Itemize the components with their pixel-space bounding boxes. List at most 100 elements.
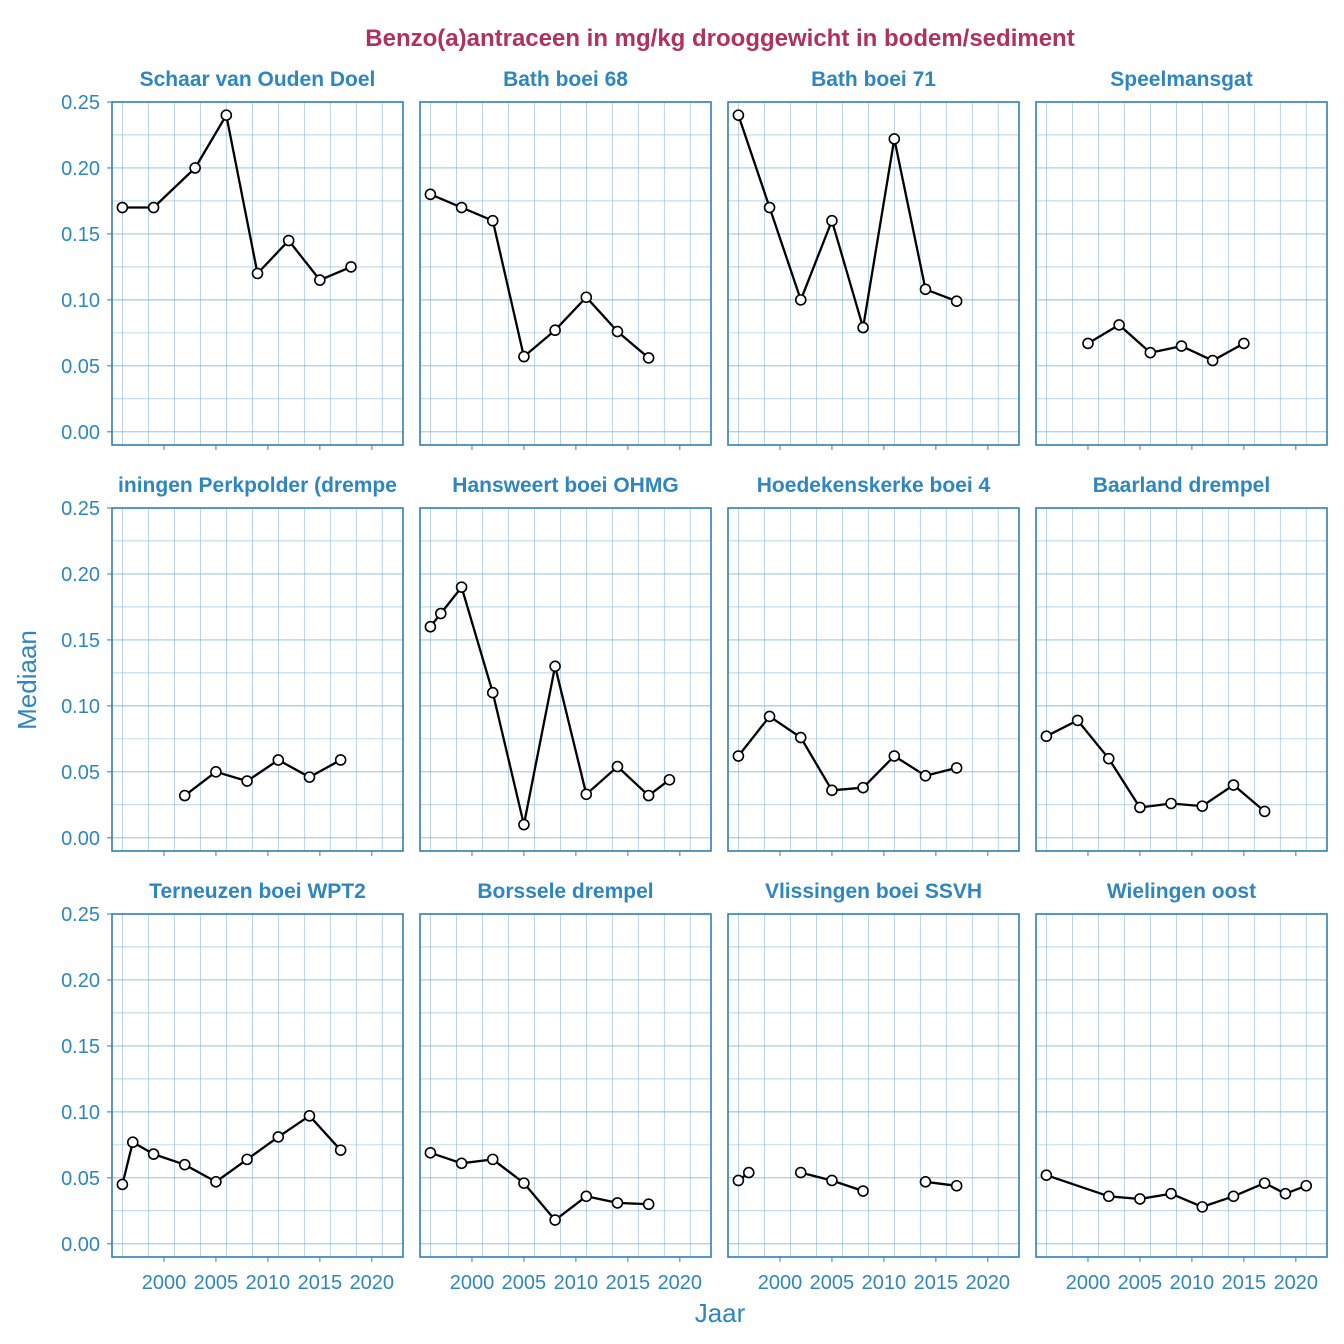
series [732, 109, 963, 334]
data-point [1102, 1190, 1115, 1203]
data-point [455, 581, 468, 593]
data-point [580, 1190, 593, 1203]
x-tick-label: 2005 [1118, 1272, 1163, 1294]
data-point [732, 109, 745, 121]
x-tick-label: 2015 [298, 1272, 343, 1294]
data-point [314, 274, 326, 286]
data-point [1040, 1169, 1053, 1182]
data-point [888, 750, 901, 762]
series [1082, 319, 1250, 367]
data-point [334, 754, 347, 766]
y-tick-label: 0.10 [61, 696, 100, 718]
data-point [1102, 752, 1115, 765]
data-point [518, 1177, 530, 1189]
panel-borssele-drempel: Borssele drempel 2000 2005 2010 2015 2020 [419, 880, 712, 1294]
data-point [763, 710, 776, 723]
panel-title: Speelmansgat [1110, 68, 1252, 91]
data-point [1279, 1187, 1292, 1200]
data-point [826, 784, 838, 797]
x-tick-label: 2010 [862, 1272, 907, 1294]
gridlines [112, 913, 403, 1257]
data-point [732, 1174, 745, 1187]
panel-border [111, 101, 404, 446]
data-point [919, 283, 932, 296]
x-tick-label: 2020 [350, 1272, 395, 1294]
data-point [303, 771, 316, 783]
gridlines [728, 507, 1019, 851]
data-point [1144, 346, 1157, 359]
panel-hoedekenskerke-boei-4: Hoedekenskerke boei 4 [727, 474, 1020, 856]
gridlines [112, 507, 403, 851]
data-point [1227, 1190, 1240, 1203]
data-point [549, 1214, 561, 1226]
data-point [611, 1197, 624, 1209]
data-point [857, 781, 869, 794]
gridlines [420, 507, 711, 851]
data-point [1113, 319, 1125, 331]
gridlines [728, 101, 1019, 445]
x-tick-label: 2005 [194, 1272, 239, 1294]
series-line [1045, 719, 1266, 813]
data-point [642, 789, 655, 802]
data-point [147, 201, 160, 214]
x-tick-label: 2000 [1066, 1272, 1111, 1294]
data-point [424, 620, 437, 633]
y-tick-label: 0.15 [61, 630, 100, 652]
panel-border [1035, 101, 1328, 446]
x-tick-label: 2015 [1222, 1272, 1267, 1294]
data-point [518, 350, 530, 363]
x-tick-label: 2005 [810, 1272, 855, 1294]
x-tick-label: 2015 [606, 1272, 651, 1294]
panel-bath-boei-71: Bath boei 71 [727, 68, 1020, 450]
series [424, 1146, 655, 1226]
data-point [642, 352, 655, 364]
data-point [826, 1174, 838, 1187]
data-point [178, 789, 191, 802]
data-point [282, 234, 295, 247]
y-tick-label: 0.05 [61, 762, 100, 784]
x-tick-label: 2010 [246, 1272, 291, 1294]
data-point [345, 261, 357, 273]
data-point [147, 1148, 160, 1160]
panel-border [419, 101, 712, 446]
y-tick-label: 0.05 [61, 356, 100, 378]
data-point [1238, 337, 1250, 350]
x-tick-label: 2000 [450, 1272, 495, 1294]
y-tick-label: 0.25 [61, 92, 100, 114]
panel-iningen-perkpolder-drempe: iningen Perkpolder (drempe 0.00 0.05 0.10 0.… [61, 474, 404, 856]
panel-title: Baarland drempel [1093, 474, 1270, 497]
panel-border [1035, 507, 1328, 852]
panel-border [727, 507, 1020, 852]
data-point [434, 607, 447, 620]
series [1040, 714, 1271, 818]
panel-border [1035, 913, 1328, 1258]
data-point [826, 214, 838, 227]
data-point [1258, 1177, 1271, 1189]
panel-title: iningen Perkpolder (drempe [118, 474, 397, 497]
panel-title: Vlissingen boei SSVH [765, 880, 982, 903]
y-tick-label: 0.25 [61, 498, 100, 520]
data-point [794, 1166, 807, 1179]
data-point [486, 214, 499, 227]
data-point [1165, 1187, 1177, 1200]
panel-title: Terneuzen boei WPT2 [149, 880, 366, 903]
x-tick-label: 2020 [966, 1272, 1011, 1294]
data-point [950, 1179, 963, 1192]
gridlines [1036, 913, 1327, 1257]
data-point [642, 1198, 655, 1211]
x-tick-label: 2010 [1170, 1272, 1215, 1294]
data-point [116, 201, 129, 214]
panel-title: Hansweert boei OHMG [452, 474, 678, 497]
x-axis-title: Jaar [695, 1298, 746, 1328]
data-point [611, 760, 624, 773]
data-point [251, 267, 264, 280]
data-point [1175, 340, 1188, 352]
data-point [241, 1153, 253, 1166]
y-tick-label: 0.20 [61, 158, 100, 180]
data-point [126, 1136, 139, 1149]
x-tick-label: 2015 [914, 1272, 959, 1294]
data-point [1227, 779, 1240, 791]
data-point [1258, 805, 1271, 818]
panel-border [111, 913, 404, 1258]
